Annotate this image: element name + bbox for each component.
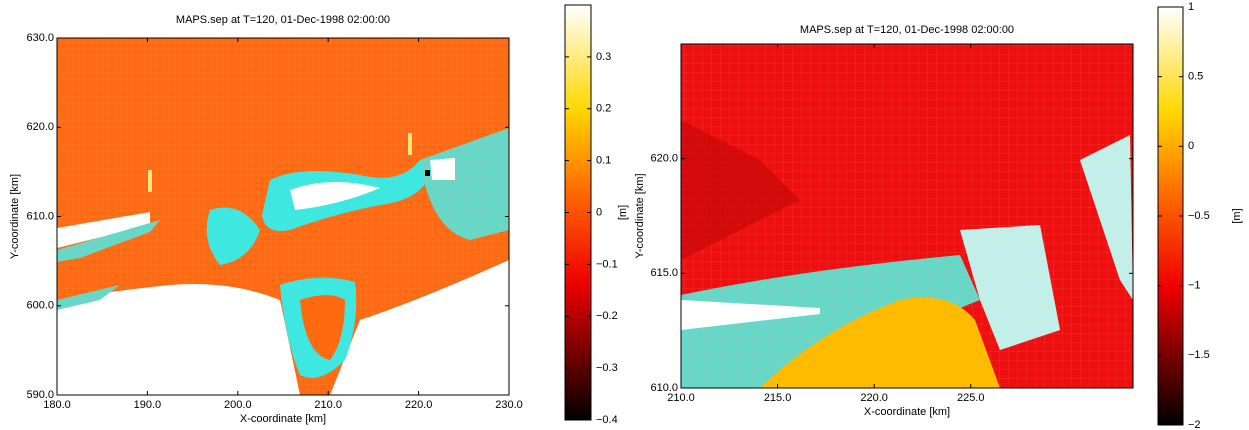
colorbar-tick-label: −0.5 (1188, 210, 1210, 222)
y-tick-label: 620.0 (650, 153, 678, 165)
axes-frame (680, 43, 1134, 389)
x-tick-label: 210.0 (667, 392, 695, 404)
y-axis-label: Y-coordinate [km] (9, 174, 21, 259)
colorbar-tick-label: −1 (1188, 280, 1201, 292)
x-tick-label: 215.0 (764, 392, 792, 404)
y-axis-label: Y-coordinate [km] (634, 173, 646, 258)
colorbar-tick-label: −0.3 (596, 362, 618, 374)
map-field (681, 44, 1133, 388)
x-tick-label: 200.0 (224, 399, 252, 411)
x-tick-label: 225.0 (957, 392, 985, 404)
colorbar-tick-label: 0.3 (596, 51, 611, 63)
colorbar (564, 4, 592, 421)
x-axis-label: X-coordinate [km] (864, 406, 950, 418)
colorbar-tick-label: 0 (1188, 140, 1194, 152)
y-tick-label: 600.0 (26, 300, 54, 312)
y-tick-label: 610.0 (26, 210, 54, 222)
chart-title: MAPS.sep at T=120, 01-Dec-1998 02:00:00 (176, 14, 390, 26)
x-axis-label: X-coordinate [km] (240, 413, 326, 425)
x-tick-label: 220.0 (860, 392, 888, 404)
y-tick-label: 610.0 (650, 382, 678, 394)
colorbar-tick-label: −1.5 (1188, 349, 1210, 361)
y-tick-label: 630.0 (26, 32, 54, 44)
colorbar-tick-label: 0.5 (1188, 71, 1203, 83)
colorbar-tick-label: −0.4 (596, 414, 618, 426)
x-tick-label: 230.0 (495, 399, 523, 411)
colorbar-tick-label: 0.1 (596, 155, 611, 167)
chart-title: MAPS.sep at T=120, 01-Dec-1998 02:00:00 (800, 24, 1014, 36)
y-tick-label: 590.0 (26, 389, 54, 401)
x-tick-label: 220.0 (405, 399, 433, 411)
colorbar-tick-label: −0.1 (596, 258, 618, 270)
colorbar-tick-label: 1 (1188, 1, 1194, 13)
colorbar-tick-label: 0 (596, 206, 602, 218)
x-tick-label: 180.0 (43, 399, 71, 411)
x-tick-label: 190.0 (134, 399, 162, 411)
y-tick-label: 620.0 (26, 121, 54, 133)
x-tick-label: 210.0 (314, 399, 342, 411)
colorbar (1157, 6, 1184, 426)
y-tick-label: 615.0 (650, 267, 678, 279)
colorbar-label: [m] (617, 205, 629, 220)
colorbar-label: [m] (1231, 208, 1243, 223)
colorbar-tick-label: −2 (1188, 419, 1201, 430)
colorbar-tick-label: −0.2 (596, 310, 618, 322)
map-field (57, 38, 509, 395)
colorbar-tick-label: 0.2 (596, 103, 611, 115)
